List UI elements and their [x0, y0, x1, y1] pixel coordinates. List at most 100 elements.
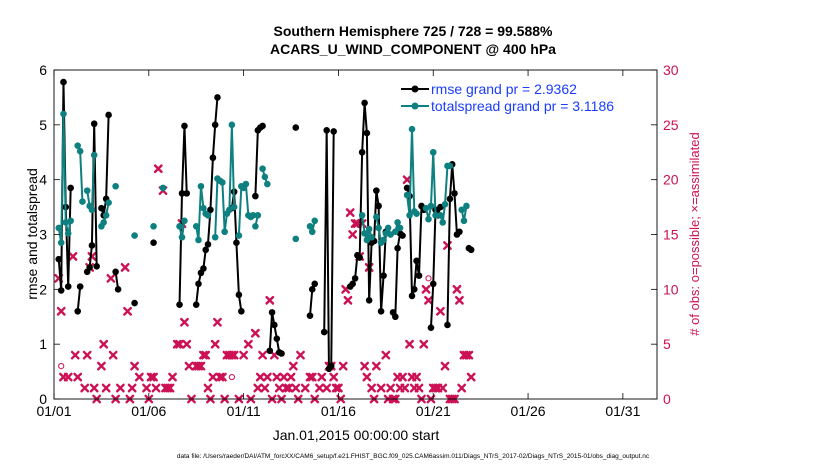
obs-assimilated-marker — [63, 372, 73, 382]
obs-assimilated-marker — [305, 372, 315, 382]
rmse-point — [399, 232, 406, 239]
x-tick-label: 01/01 — [36, 403, 71, 419]
spread-point — [373, 213, 380, 221]
rmse-point — [55, 255, 63, 263]
rmse-point — [413, 257, 420, 265]
spread-point — [408, 125, 416, 133]
obs-assimilated-marker — [68, 252, 78, 261]
rmse-point — [76, 283, 84, 290]
obs-assimilated-marker — [412, 372, 421, 382]
obs-assimilated-marker — [386, 383, 395, 393]
obs-assimilated-marker — [362, 372, 372, 382]
right-tick-label: 5 — [663, 336, 671, 352]
obs-assimilated-marker — [334, 383, 343, 393]
rmse-point — [181, 122, 188, 130]
obs-assimilated-marker — [462, 350, 471, 360]
rmse-point — [351, 275, 359, 282]
spread-point — [112, 182, 119, 190]
spread-point — [261, 173, 269, 181]
spread-point — [230, 203, 238, 211]
spread-point — [384, 224, 392, 232]
obs-assimilated-marker — [165, 383, 175, 393]
obs-assimilated-marker — [89, 383, 99, 393]
spread-point — [131, 232, 138, 239]
rmse-point — [183, 190, 191, 197]
spread-point — [458, 206, 465, 214]
obs-assimilated-marker — [284, 383, 294, 393]
obs-assimilated-marker — [431, 383, 440, 393]
spread-point — [406, 212, 413, 219]
spread-point — [394, 219, 401, 226]
obs-assimilated-marker — [180, 317, 189, 327]
obs-assimilated-marker — [371, 361, 381, 371]
rmse-series — [55, 78, 475, 373]
chart-subtitle: ACARS_U_WIND_COMPONENT @ 400 hPa — [270, 41, 556, 57]
obs-assimilated-marker — [360, 361, 370, 371]
rmse-point — [112, 268, 119, 276]
rmse-point — [403, 184, 411, 192]
rmse-point — [278, 350, 285, 357]
spread-point — [368, 233, 375, 241]
rmse-point — [292, 124, 300, 131]
plot-marks — [54, 78, 476, 404]
obs-assimilated-marker — [123, 306, 132, 316]
rmse-point — [467, 246, 475, 254]
spread-point — [365, 225, 373, 233]
right-tick-label: 15 — [663, 227, 679, 243]
spread-point — [55, 224, 63, 232]
y-tick-label: 3 — [39, 227, 47, 243]
obs-assimilated-marker — [457, 383, 467, 393]
obs-assimilated-marker — [255, 372, 265, 382]
rmse-point — [57, 287, 65, 294]
right-tick-label: 25 — [663, 117, 679, 133]
rmse-line — [254, 125, 264, 197]
obs-assimilated-marker — [286, 372, 296, 382]
data-file-footer: data file: /Users/raeder/DAI/ATM_forcXX/… — [177, 453, 650, 460]
rmse-point — [268, 309, 276, 316]
y-tick-label: 2 — [39, 281, 47, 297]
spread-point — [249, 212, 257, 219]
rmse-point — [427, 324, 435, 332]
rmse-point — [444, 321, 451, 329]
obs-assimilated-marker — [227, 350, 237, 360]
spread-point — [259, 165, 266, 172]
spread-point — [427, 202, 435, 210]
obs-assimilated-marker — [182, 339, 192, 349]
obs-assimilated-marker — [73, 372, 83, 382]
rmse-point — [235, 291, 243, 299]
y-tick-label: 5 — [39, 117, 47, 133]
rmse-point — [105, 111, 112, 119]
obs-assimilated-marker — [163, 383, 173, 393]
spread-point — [380, 236, 387, 244]
obs-assimilated-marker — [300, 383, 310, 393]
chart-title: Southern Hemisphere 725 / 728 = 99.588% — [274, 23, 554, 39]
rmse-point — [446, 195, 454, 203]
obs-assimilated-marker — [350, 219, 360, 228]
spread-point — [192, 222, 200, 230]
right-tick-label: 30 — [663, 62, 679, 78]
obs-assimilated-marker — [56, 306, 66, 316]
obs-assimilated-marker — [82, 350, 92, 360]
obs-assimilated-marker — [101, 383, 111, 393]
rmse-point — [252, 192, 259, 200]
rmse-point — [90, 120, 98, 128]
obs-assimilated-marker — [70, 350, 80, 360]
rmse-point — [308, 286, 316, 293]
right-tick-label: 0 — [663, 391, 671, 407]
obs-assimilated-marker — [134, 372, 144, 382]
obs-assimilated-marker — [115, 383, 125, 393]
obs-assimilated-marker — [142, 383, 151, 393]
legend-spread-label: totalspread grand pr = 3.1186 — [431, 98, 614, 114]
rmse-line — [178, 124, 188, 305]
obs-possible-marker — [58, 363, 65, 370]
rmse-point — [266, 347, 274, 355]
rmse-point — [330, 128, 337, 135]
spread-point — [425, 215, 432, 223]
rmse-point — [64, 283, 72, 290]
spread-point — [64, 230, 72, 237]
spread-line — [86, 154, 96, 211]
spread-point — [242, 180, 250, 188]
obs-assimilated-marker — [419, 339, 429, 349]
spread-point — [392, 228, 399, 236]
obs-assimilated-marker — [99, 339, 109, 349]
